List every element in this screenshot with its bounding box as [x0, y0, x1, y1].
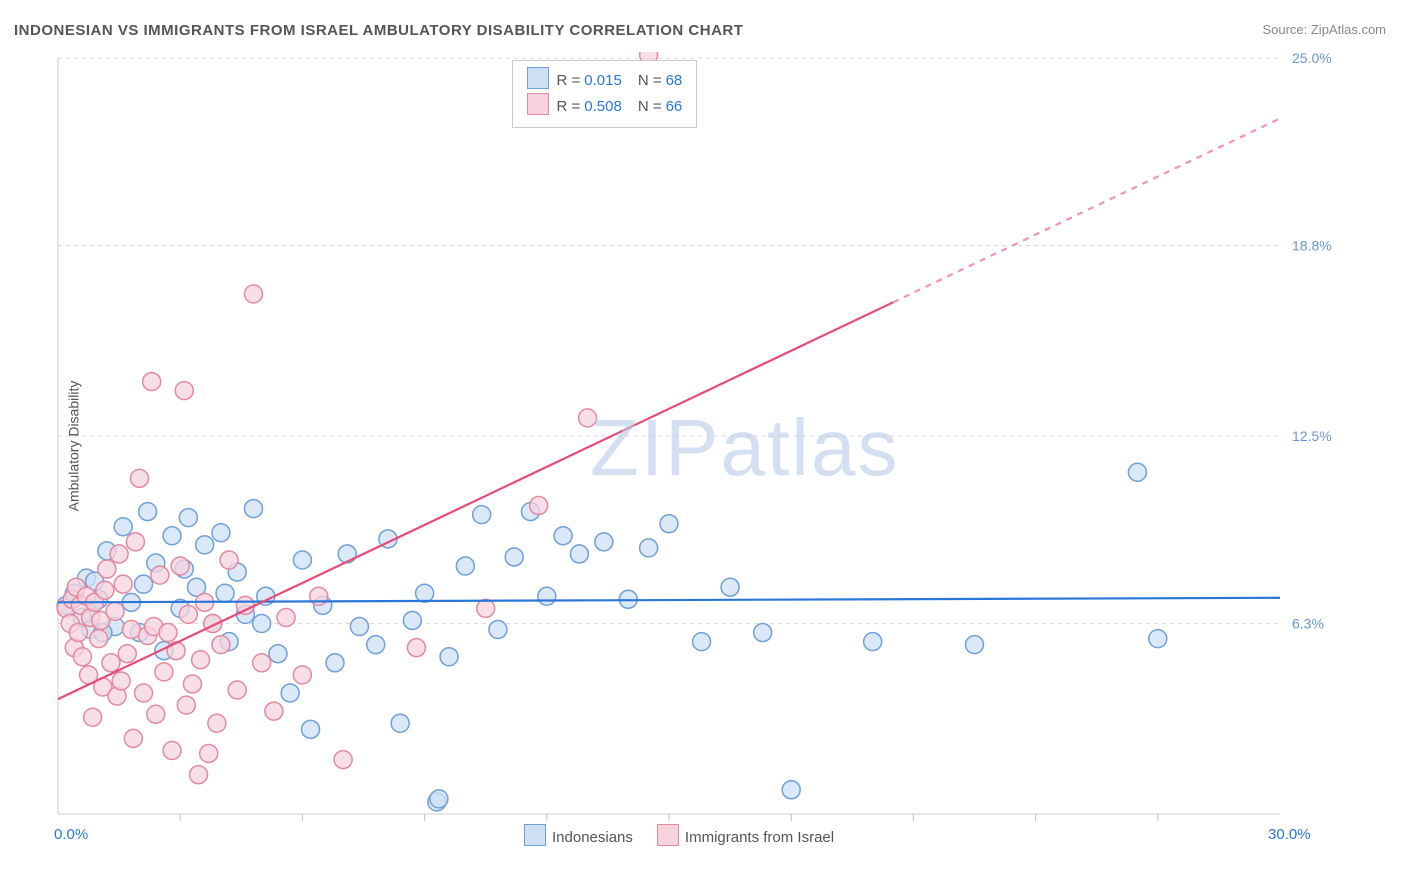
legend-swatch — [527, 67, 549, 89]
source-label: Source: ZipAtlas.com — [1262, 22, 1386, 37]
plot-area: 6.3%12.5%18.8%25.0% ZIPatlas R =0.015N =… — [50, 52, 1350, 834]
legend-row: R =0.015 N =68 — [527, 67, 683, 93]
legend-n-value: 68 — [666, 72, 683, 89]
svg-text:6.3%: 6.3% — [1292, 615, 1324, 631]
legend-row: R =0.508 N =66 — [527, 93, 683, 119]
legend-r-value: 0.015 — [584, 72, 622, 89]
legend-n-label: N = — [638, 98, 662, 115]
legend-swatch — [527, 93, 549, 115]
svg-text:12.5%: 12.5% — [1292, 428, 1332, 444]
legend-r-label: R = — [557, 98, 581, 115]
legend-series-name: Immigrants from Israel — [685, 829, 834, 846]
series-legend: Indonesians Immigrants from Israel — [518, 824, 852, 846]
legend-n-value: 66 — [666, 98, 683, 115]
x-axis-max-label: 30.0% — [1268, 826, 1311, 843]
svg-text:18.8%: 18.8% — [1292, 237, 1332, 253]
legend-r-value: 0.508 — [584, 98, 622, 115]
x-axis-min-label: 0.0% — [54, 826, 88, 843]
svg-text:25.0%: 25.0% — [1292, 52, 1332, 66]
legend-n-label: N = — [638, 72, 662, 89]
legend-swatch — [657, 824, 679, 846]
scatter-svg: 6.3% 12.5% 18.8% 25.0% — [50, 52, 1350, 834]
correlation-legend: R =0.015 N =68 R =0.508 N =66 — [512, 60, 698, 128]
chart-container: INDONESIAN VS IMMIGRANTS FROM ISRAEL AMB… — [0, 0, 1406, 892]
legend-r-label: R = — [557, 72, 581, 89]
legend-series-name: Indonesians — [552, 829, 633, 846]
legend-swatch — [524, 824, 546, 846]
chart-title: INDONESIAN VS IMMIGRANTS FROM ISRAEL AMB… — [14, 22, 743, 39]
